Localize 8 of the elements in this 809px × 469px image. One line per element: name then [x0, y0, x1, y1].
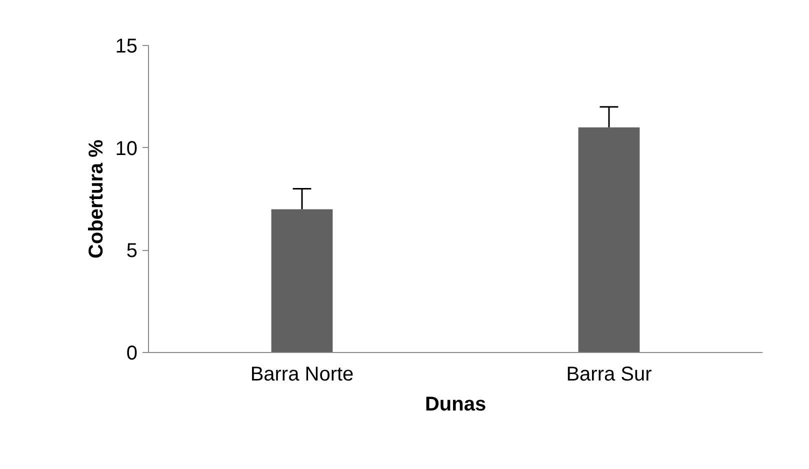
- x-axis-title: Dunas: [424, 394, 486, 416]
- x-tick-label: Barra Sur: [566, 364, 652, 386]
- x-tick-label: Barra Norte: [250, 364, 354, 386]
- y-axis-title: Cobertura %: [85, 139, 108, 258]
- y-tick-label: 10: [115, 138, 138, 160]
- y-tick-label: 5: [126, 240, 138, 262]
- y-tick-label: 15: [115, 36, 138, 58]
- y-tick-label: 0: [126, 342, 138, 364]
